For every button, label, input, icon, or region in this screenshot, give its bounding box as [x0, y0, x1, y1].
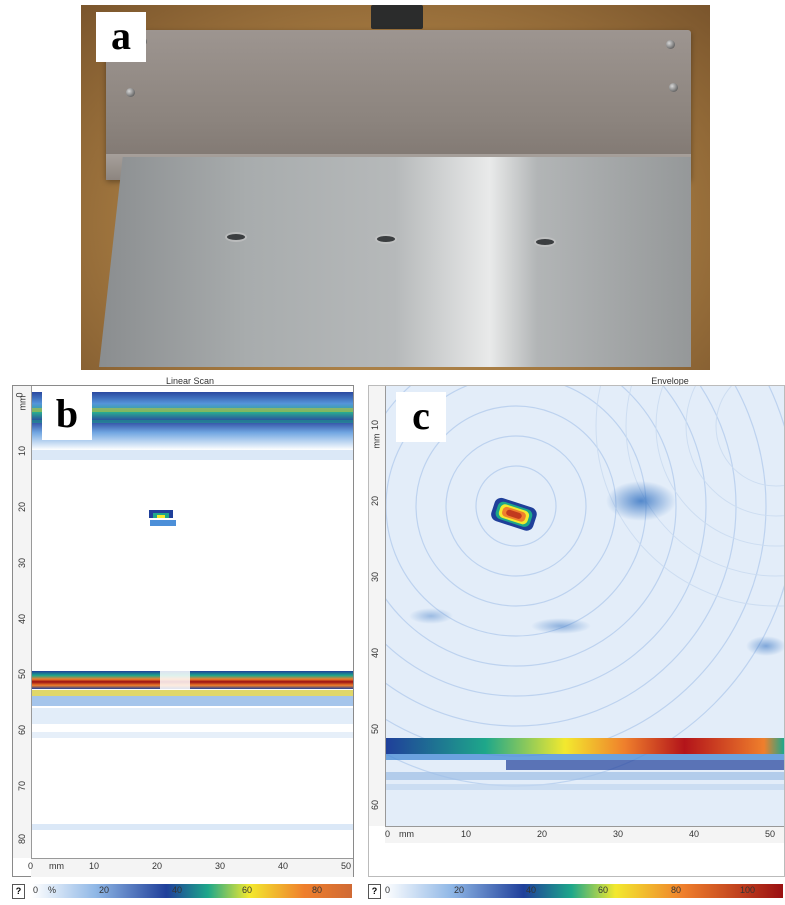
- x-axis-unit: mm: [399, 829, 414, 839]
- y-tick-label: 40: [17, 613, 28, 625]
- panel-label-b: b: [42, 390, 92, 440]
- colorbar-tick-label: 20: [454, 885, 465, 895]
- colorbar-tick-label: 20: [99, 885, 110, 895]
- x-tick-label: 30: [215, 861, 226, 871]
- y-tick-label: 30: [17, 557, 28, 569]
- x-tick-label: 0: [385, 829, 391, 839]
- x-axis-unit: mm: [49, 861, 64, 871]
- y-axis: mm 10 20 30 40 50 60: [369, 386, 386, 826]
- colorbar-unit: %: [48, 885, 57, 895]
- x-tick-label: 10: [461, 829, 472, 839]
- screw-icon: [126, 88, 135, 97]
- colorbar-gradient: [32, 884, 352, 898]
- defect-echo: [149, 510, 176, 526]
- colorbar-tick-label: 100: [740, 885, 756, 895]
- y-tick-label: 0: [14, 392, 25, 398]
- y-tick-label: 20: [17, 501, 28, 513]
- defect-slot: [227, 234, 245, 240]
- defect-slot: [536, 239, 554, 245]
- colorbar-tick-label: 40: [172, 885, 183, 895]
- colorbar-tick-label: 60: [242, 885, 253, 895]
- y-tick-label: 30: [370, 571, 381, 583]
- y-axis-unit: mm: [17, 395, 28, 411]
- specimen-photo: [81, 5, 710, 370]
- y-tick-label: 50: [17, 668, 28, 680]
- panel-label-c: c: [396, 392, 446, 442]
- colorbar-c: ? 0 20 40 60 80 100: [368, 882, 783, 900]
- x-tick-label: 50: [765, 829, 776, 839]
- envelope-image: [386, 386, 784, 826]
- y-tick-label: 10: [17, 445, 28, 457]
- panel-label-a: a: [96, 12, 146, 62]
- colorbar-tick-label: 80: [312, 885, 323, 895]
- y-tick-label: 20: [370, 495, 381, 507]
- envelope-title: Envelope: [651, 376, 689, 386]
- x-tick-label: 0: [28, 861, 34, 871]
- colorbar-tick-label: 0: [33, 885, 39, 895]
- colorbar-tick-label: 0: [385, 885, 391, 895]
- x-tick-label: 40: [278, 861, 289, 871]
- y-tick-label: 60: [17, 724, 28, 736]
- y-axis: mm 0 10 20 30 40 50 60 70 80: [13, 386, 32, 858]
- linear-scan-frame: mm 0 10 20 30 40 50 60 70 80 0 10 20 30 40 50 mm: [12, 385, 354, 877]
- help-button[interactable]: ?: [368, 884, 381, 899]
- colorbar-tick-label: 40: [526, 885, 537, 895]
- colorbar-tick-label: 80: [671, 885, 682, 895]
- y-tick-label: 10: [370, 419, 381, 431]
- defect-envelope: [491, 497, 537, 531]
- defect-slot: [377, 236, 395, 242]
- x-tick-label: 30: [613, 829, 624, 839]
- help-button[interactable]: ?: [12, 884, 25, 899]
- y-tick-label: 70: [17, 780, 28, 792]
- y-tick-label: 60: [370, 799, 381, 811]
- x-tick-label: 40: [689, 829, 700, 839]
- x-tick-label: 50: [341, 861, 352, 871]
- x-tick-label: 20: [537, 829, 548, 839]
- y-tick-label: 50: [370, 723, 381, 735]
- colorbar-b: ? 0 20 40 60 80 %: [12, 882, 352, 900]
- y-tick-label: 80: [17, 833, 28, 845]
- probe-handle: [371, 5, 423, 29]
- aluminum-plate: [99, 157, 691, 367]
- envelope-frame: mm 10 20 30 40 50 60 0 10 20 30 40 50 mm: [368, 385, 785, 877]
- screw-icon: [669, 83, 678, 92]
- x-tick-label: 10: [89, 861, 100, 871]
- x-axis: 0 10 20 30 40 50 mm: [385, 826, 784, 843]
- x-tick-label: 20: [152, 861, 163, 871]
- colorbar-tick-label: 60: [598, 885, 609, 895]
- screw-icon: [666, 40, 675, 49]
- colorbar-gradient: [384, 884, 783, 898]
- linear-scan-title: Linear Scan: [165, 376, 215, 386]
- x-axis: 0 10 20 30 40 50 mm: [28, 858, 353, 877]
- linear-scan-image: [32, 386, 353, 858]
- y-axis-unit: mm: [371, 433, 382, 449]
- y-tick-label: 40: [370, 647, 381, 659]
